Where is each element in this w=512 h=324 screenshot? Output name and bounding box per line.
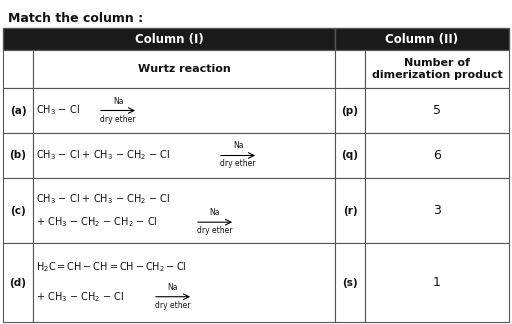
Text: 1: 1: [433, 276, 441, 289]
Bar: [3, 50, 33, 88]
Bar: [365, 50, 509, 88]
Bar: [365, 178, 509, 243]
Bar: [365, 88, 509, 133]
Text: $\mathregular{CH_3}$ $-$ $\mathregular{Cl}$ $+$ $\mathregular{CH_3}$ $-$ $\mathr: $\mathregular{CH_3}$ $-$ $\mathregular{C…: [36, 149, 170, 162]
Bar: [3, 88, 33, 133]
Text: Na: Na: [210, 208, 220, 217]
Text: (r): (r): [343, 205, 357, 215]
Text: 5: 5: [433, 104, 441, 117]
Bar: [335, 133, 365, 178]
Text: $+$ $\mathregular{CH_3}$ $-$ $\mathregular{CH_2}$ $-$ $\mathregular{Cl}$: $+$ $\mathregular{CH_3}$ $-$ $\mathregul…: [36, 290, 124, 304]
Text: (d): (d): [10, 277, 27, 287]
Text: Number of
dimerization product: Number of dimerization product: [372, 58, 502, 80]
Bar: [33, 133, 335, 178]
Text: dry ether: dry ether: [155, 301, 191, 310]
Bar: [3, 243, 33, 322]
Bar: [3, 133, 33, 178]
Bar: [335, 243, 365, 322]
Bar: [33, 243, 335, 322]
Text: Na: Na: [168, 283, 178, 292]
Text: (b): (b): [10, 151, 27, 160]
Text: (p): (p): [342, 106, 358, 115]
Bar: [335, 88, 365, 133]
Text: Column (I): Column (I): [135, 32, 203, 45]
Text: Match the column :: Match the column :: [8, 12, 143, 25]
Text: $+$ $\mathregular{CH_3}$ $-$ $\mathregular{CH_2}$ $-$ $\mathregular{CH_2}$ $-$ $: $+$ $\mathregular{CH_3}$ $-$ $\mathregul…: [36, 215, 158, 229]
Bar: [365, 133, 509, 178]
Bar: [365, 243, 509, 322]
Text: Na: Na: [233, 142, 243, 151]
Text: (c): (c): [10, 205, 26, 215]
Bar: [335, 178, 365, 243]
Text: Column (II): Column (II): [386, 32, 459, 45]
Bar: [3, 28, 335, 50]
Text: dry ether: dry ether: [100, 114, 136, 123]
Text: Na: Na: [113, 97, 123, 106]
Bar: [33, 178, 335, 243]
Text: dry ether: dry ether: [197, 226, 233, 235]
Text: 6: 6: [433, 149, 441, 162]
Bar: [33, 88, 335, 133]
Text: (q): (q): [342, 151, 358, 160]
Text: dry ether: dry ether: [220, 159, 256, 168]
Bar: [335, 28, 509, 50]
Text: (s): (s): [342, 277, 358, 287]
Text: Wurtz reaction: Wurtz reaction: [138, 64, 230, 74]
Bar: [3, 178, 33, 243]
Text: 3: 3: [433, 204, 441, 217]
Text: $\mathregular{H_2C=CH-CH=CH-CH_2-Cl}$: $\mathregular{H_2C=CH-CH=CH-CH_2-Cl}$: [36, 260, 187, 273]
Bar: [335, 50, 365, 88]
Text: (a): (a): [10, 106, 26, 115]
Text: $\mathregular{CH_3}$ $-$ $\mathregular{Cl}$ $+$ $\mathregular{CH_3}$ $-$ $\mathr: $\mathregular{CH_3}$ $-$ $\mathregular{C…: [36, 192, 170, 206]
Text: $\mathregular{CH_3}$ $-$ $\mathregular{Cl}$: $\mathregular{CH_3}$ $-$ $\mathregular{C…: [36, 104, 80, 117]
Bar: [33, 50, 335, 88]
